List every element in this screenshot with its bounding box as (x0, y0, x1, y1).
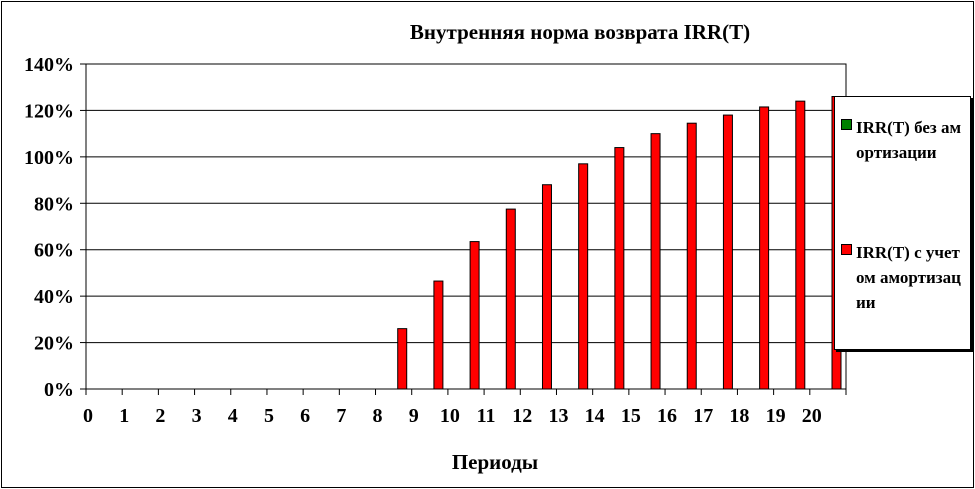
x-tick-label: 10 (440, 405, 460, 427)
bar (686, 122, 697, 390)
x-tick-label: 14 (585, 405, 605, 427)
x-tick-label: 13 (548, 405, 568, 427)
x-tick-label: 3 (192, 405, 202, 427)
y-tick-label: 0% (44, 379, 74, 401)
x-tick-label: 4 (228, 405, 238, 427)
x-tick-label: 9 (409, 405, 419, 427)
x-tick-label: 6 (300, 405, 310, 427)
legend-label: IRR(T) без амортизации (856, 118, 962, 162)
x-tick-label: 0 (83, 405, 93, 427)
bar (397, 328, 408, 390)
bar (541, 184, 552, 390)
bar (795, 100, 806, 390)
x-tick-label: 15 (621, 405, 641, 427)
bar (578, 163, 589, 390)
x-tick-label: 2 (155, 405, 165, 427)
legend-label: IRR(T) с учетом амортизации (856, 243, 961, 312)
bar (650, 133, 661, 390)
x-axis-label: Периоды (451, 450, 539, 474)
x-tick-label: 8 (373, 405, 383, 427)
bar (759, 106, 770, 390)
y-tick-label: 80% (34, 193, 74, 215)
y-tick-label: 60% (34, 240, 74, 262)
bar (505, 208, 516, 390)
y-tick-label: 120% (24, 100, 74, 122)
legend-swatch-red (841, 244, 852, 255)
y-tick-label: 40% (34, 286, 74, 308)
x-tick-label: 17 (693, 405, 713, 427)
y-tick-label: 20% (34, 333, 74, 355)
x-tick-label: 11 (477, 405, 496, 427)
x-tick-label: 12 (512, 405, 532, 427)
x-tick-label: 5 (264, 405, 274, 427)
bar (469, 241, 480, 390)
bar (614, 147, 625, 390)
x-tick-label: 16 (657, 405, 677, 427)
x-tick-label: 1 (119, 405, 129, 427)
x-tick-label: 18 (729, 405, 749, 427)
y-tick-label: 140% (24, 54, 74, 76)
x-tick-label: 19 (766, 405, 786, 427)
plot-area (86, 64, 846, 389)
bar (722, 114, 733, 390)
legend-swatch-green (841, 119, 852, 130)
legend: IRR(T) без амортизации IRR(T) с учетом а… (834, 96, 971, 350)
chart-title: Внутренняя норма возврата IRR(T) (409, 20, 751, 44)
bar (433, 280, 444, 390)
y-tick-label: 100% (24, 147, 74, 169)
x-tick-label: 20 (802, 405, 822, 427)
x-tick-label: 7 (336, 405, 346, 427)
